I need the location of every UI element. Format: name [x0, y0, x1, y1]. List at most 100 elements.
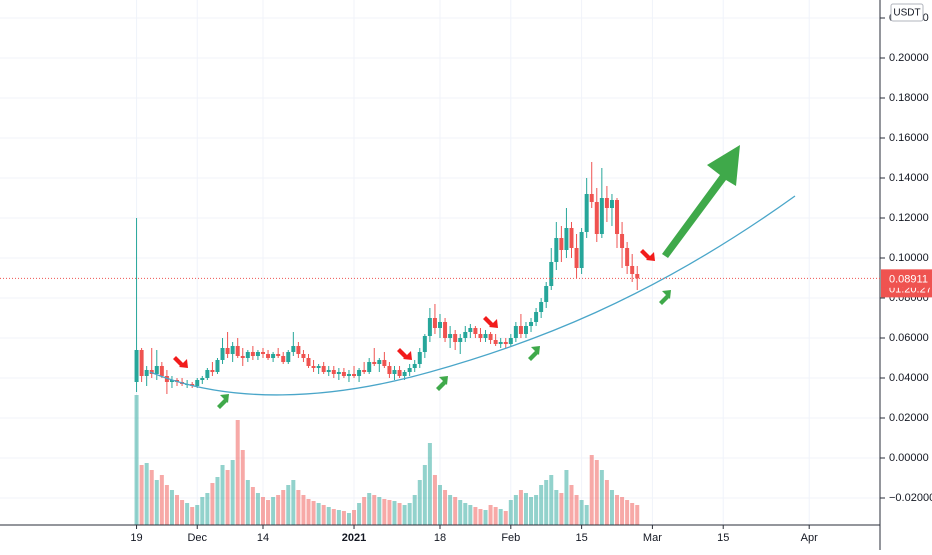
candle-body [286, 352, 291, 362]
volume-bar [154, 480, 159, 525]
volume-bar [326, 507, 331, 525]
volume-bar [503, 511, 508, 525]
candle-body [215, 360, 220, 372]
volume-bar [458, 500, 463, 525]
candle-body [281, 356, 286, 362]
y-tick-label: −0.02000 [889, 492, 932, 504]
candle-body [321, 366, 326, 372]
volume-bar [534, 495, 539, 525]
volume-bar [316, 503, 321, 525]
volume-bar [260, 497, 265, 525]
candle-body [367, 362, 372, 372]
candle-body [271, 354, 276, 358]
currency-label: USDT [893, 8, 920, 19]
volume-bar [468, 505, 473, 525]
volume-bar [341, 511, 346, 525]
volume-bar [235, 420, 240, 525]
x-tick-label: 2021 [342, 532, 366, 544]
volume-bar [164, 485, 169, 525]
volume-bar [139, 465, 144, 525]
volume-bar [529, 497, 534, 525]
volume-bar [635, 505, 640, 525]
candle-body [134, 350, 139, 382]
candle-body [362, 370, 367, 372]
volume-bar [549, 475, 554, 525]
candle-body [493, 340, 498, 344]
volume-bar [625, 500, 630, 525]
candle-body [276, 354, 281, 356]
marker-price-box [881, 272, 932, 288]
volume-bar [296, 490, 301, 525]
y-tick-label: 0.14000 [889, 172, 929, 184]
volume-bar [311, 501, 316, 525]
candle-body [539, 302, 544, 312]
x-tick-label: 14 [257, 532, 269, 544]
candle-body [245, 352, 250, 358]
x-tick-label: 15 [575, 532, 587, 544]
candle-body [438, 322, 442, 328]
y-tick-label: 0.16000 [889, 132, 929, 144]
x-tick-label: Dec [187, 532, 207, 544]
candle-body [417, 352, 422, 364]
volume-bar [463, 503, 468, 525]
candle-body [301, 354, 306, 358]
volume-bar [185, 503, 190, 525]
candle-body [513, 326, 518, 338]
volume-bar [387, 500, 392, 525]
volume-bar [321, 505, 326, 525]
volume-bar [271, 497, 276, 525]
volume-bar [382, 499, 387, 525]
candle-body [139, 350, 144, 376]
volume-bar [448, 495, 453, 525]
candle-body [448, 334, 453, 338]
candle-body [458, 338, 463, 342]
volume-bar [372, 495, 377, 525]
volume-bar [377, 497, 382, 525]
red-arrows [173, 249, 655, 368]
candle-body [210, 370, 215, 372]
candle-body [225, 348, 230, 354]
volume-bar [190, 507, 195, 525]
volume-bar [518, 490, 523, 525]
volume-bar [443, 490, 448, 525]
volume-bar [336, 510, 341, 525]
candle-body [443, 322, 448, 338]
volume-bar [523, 493, 528, 525]
volume-bar [488, 505, 493, 525]
candle-body [159, 366, 164, 376]
candle-body [549, 262, 554, 286]
volume-bar [220, 465, 225, 525]
candle-body [377, 360, 382, 364]
candle-body [569, 228, 574, 248]
candle-body [635, 274, 640, 279]
x-tick-label: 15 [717, 532, 729, 544]
candle-body [574, 248, 579, 268]
candle-body [488, 334, 493, 340]
candle-body [594, 202, 599, 234]
volume-bar [266, 500, 271, 525]
currency-badge[interactable] [890, 3, 924, 22]
volume-bar [604, 480, 609, 525]
volume-bar [346, 513, 351, 525]
candle-body [230, 346, 235, 354]
volume-bar [483, 510, 488, 525]
volume-bar [584, 505, 589, 525]
volume-bar [215, 477, 220, 525]
candle-body [503, 342, 508, 344]
candle-body [468, 328, 473, 332]
candle-body [296, 346, 301, 354]
candle-body [195, 380, 200, 386]
candle-body [266, 354, 271, 358]
candle-body [255, 352, 260, 356]
volume-bar [478, 509, 483, 525]
candle-body [154, 366, 159, 374]
volume-bar [195, 505, 200, 525]
candle-body [392, 370, 397, 374]
candle-body [200, 378, 205, 380]
volume-bar [544, 480, 549, 525]
candle-body [564, 228, 569, 250]
candle-body [341, 372, 346, 376]
volume-bar [630, 503, 635, 525]
